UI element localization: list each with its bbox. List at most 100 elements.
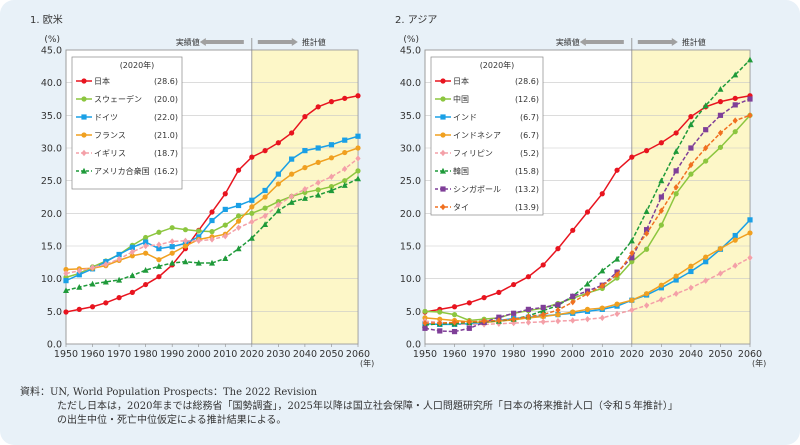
- chart1-series-6-point: [116, 276, 123, 283]
- chart2-legend-value: (28.6): [515, 77, 539, 86]
- chart2-series-7-point: [673, 168, 679, 174]
- chart1-series-5-point: [182, 237, 189, 244]
- chart1-x-unit: (年): [360, 358, 374, 368]
- chart1-y-tick-label: 30.0: [41, 144, 62, 155]
- chart2-x-tick-label: 1960: [442, 349, 466, 360]
- chart1-series-5-point: [63, 270, 69, 277]
- chart2-series-5-point: [629, 306, 635, 314]
- chart2-legend-box: [430, 56, 544, 216]
- chart1-series-5-point: [289, 193, 295, 200]
- chart1-series-5-point: [169, 238, 175, 245]
- chart1-projection-label: 推計値: [302, 37, 326, 47]
- chart2-series-8-point: [496, 317, 502, 324]
- chart1-series-3-point: [235, 202, 242, 209]
- chart2-series-5-point: [540, 318, 546, 325]
- chart2-series-8-point: [584, 290, 591, 297]
- chart1-series-1-point: [342, 95, 348, 101]
- chart1-series-1-point: [89, 304, 96, 310]
- chart2-legend-swatch-marker: [440, 78, 446, 84]
- chart1-series-6-point: [76, 283, 83, 290]
- chart1-series-6-point: [63, 287, 69, 294]
- chart2-series-5-point: [673, 290, 679, 297]
- chart2-series-8-point: [555, 306, 561, 314]
- chart1-y-tick-label: 45.0: [41, 46, 62, 57]
- chart2-series-8-point: [422, 319, 428, 327]
- chart2-series-8-point: [643, 230, 650, 237]
- chart2-series-6-point: [717, 86, 724, 92]
- chart2-x-tick-label: 2010: [590, 349, 614, 360]
- chart2-series-8-point: [451, 319, 458, 326]
- chart2-series-8-point: [732, 117, 738, 124]
- chart1-series-6-point: [195, 259, 202, 266]
- chart1-series-4-point: [302, 165, 308, 171]
- chart2-x-tick-label: 2050: [708, 349, 732, 360]
- chart1-legend-label: ドイツ: [94, 113, 118, 122]
- chart1-series-4-point: [262, 194, 268, 200]
- chart1-legend-value: (20.0): [154, 95, 178, 104]
- chart1-series-5-point: [116, 255, 122, 263]
- chart1-series-4-point: [235, 218, 242, 224]
- chart2-legend-value: (12.6): [515, 95, 539, 104]
- chart1-actual-arrowhead: [199, 38, 206, 46]
- chart1-series-6-point: [169, 259, 176, 266]
- chart2-series-2-point: [614, 275, 620, 281]
- chart1-title: 1. 欧米: [30, 13, 63, 26]
- chart1-x-tick-label: 2040: [293, 349, 317, 360]
- chart1-series-1-point: [63, 309, 69, 315]
- chart1-legend-box: [71, 56, 183, 190]
- chart1-series-6-point: [262, 221, 269, 228]
- chart2-y-tick-label: 35.0: [400, 111, 421, 122]
- chart1-series-3-point: [196, 234, 202, 240]
- chart1-series-2-point: [143, 234, 149, 241]
- chart1-series-1-point: [222, 191, 228, 197]
- chart1-y-tick-label: 20.0: [41, 209, 62, 220]
- chart2-series-7-point: [511, 310, 517, 316]
- chart2-projection-arrow: [637, 40, 674, 44]
- chart2-y-tick-label: 10.0: [400, 274, 421, 285]
- chart2-series-8-point: [540, 311, 546, 318]
- chart2-projection-label: 推計値: [682, 37, 706, 47]
- chart1-series-1-point: [129, 289, 135, 295]
- chart1-series-3-point: [143, 239, 149, 245]
- chart2-series-7-point: [643, 227, 650, 233]
- chart2-series-5-point: [599, 314, 605, 322]
- chart1-series-4-point: [328, 155, 335, 161]
- chart2-legend-label: インド: [453, 113, 477, 122]
- chart2-series-3-point: [658, 285, 664, 291]
- chart1-legend-label: フランス: [94, 131, 126, 140]
- chart1-series-5-point: [103, 261, 109, 268]
- chart2-series-1-point: [673, 130, 679, 136]
- chart1-series-3-point: [156, 246, 162, 252]
- chart2-series-1-point: [555, 246, 561, 252]
- chart1-series-1-point: [302, 114, 308, 120]
- chart2-legend-swatch-marker: [440, 167, 446, 174]
- source-note-line2: ただし日本は，2020年までは総務省「国勢調査」，2025年以降は国立社会保障・…: [57, 401, 678, 412]
- chart2-series-7-point: [496, 314, 502, 320]
- chart1-legend-value: (18.7): [154, 149, 178, 158]
- chart1-series-1-point: [235, 167, 242, 173]
- chart1-series-2-point: [222, 222, 228, 228]
- chart2-legend-value: (5.2): [520, 149, 539, 158]
- source-note-line3: の出生中位・死亡中位仮定による推計結果による。: [57, 415, 287, 426]
- chart2-series-8-point: [673, 184, 679, 191]
- chart2-series-2-point: [717, 144, 724, 150]
- chart2-series-1-point: [688, 114, 694, 120]
- chart1-actual-arrow: [203, 40, 244, 44]
- chart2-actual-label: 実績値: [556, 37, 580, 47]
- chart1-actual-label: 実績値: [176, 37, 200, 47]
- chart1-series-6-point: [328, 187, 335, 194]
- chart1-legend-swatch-marker: [81, 167, 87, 174]
- chart2-series-5-point: [525, 319, 532, 326]
- chart1-projection-arrow: [257, 40, 294, 44]
- chart1-series-1-point: [156, 274, 162, 280]
- chart1-x-tick-label: 2050: [319, 349, 343, 360]
- chart2-series-7-point: [629, 255, 635, 261]
- chart2-series-8-point: [466, 318, 472, 325]
- chart2-series-7-point: [703, 127, 709, 133]
- chart1-series-4-point: [182, 243, 189, 249]
- chart1-series-4-point: [275, 181, 281, 187]
- chart2-series-4-point: [717, 246, 724, 252]
- chart2-y-tick-label: 30.0: [400, 144, 421, 155]
- chart2-series-4-point: [688, 263, 694, 269]
